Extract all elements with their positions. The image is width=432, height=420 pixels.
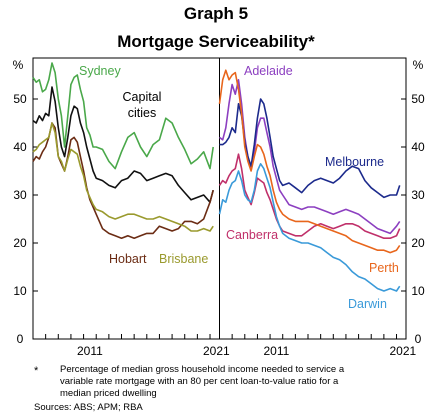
y-tick-label-left: 40 <box>13 140 27 154</box>
series-line-darwin <box>218 163 401 292</box>
footnote-mark: * <box>34 365 39 377</box>
series-line-capital-cities <box>32 86 214 203</box>
y-tick-label-right: 0 <box>415 332 422 346</box>
y-unit-left: % <box>13 58 24 72</box>
y-tick-label-right: 40 <box>411 140 425 154</box>
y-tick-label-right: 30 <box>411 188 425 202</box>
series-line-melbourne <box>219 98 401 199</box>
series-line-perth <box>218 69 401 254</box>
y-tick-label-left: 50 <box>13 92 27 106</box>
y-tick-label-left: 30 <box>13 188 27 202</box>
y-tick-label-left: 0 <box>17 332 24 346</box>
y-tick-label-right: 50 <box>411 92 425 106</box>
series-label-capital-cities: Capital <box>123 90 162 104</box>
y-unit-right: % <box>413 58 424 72</box>
series-label-hobart: Hobart <box>109 252 147 266</box>
series-line-adelaide <box>219 79 401 235</box>
series-label-melbourne: Melbourne <box>325 155 384 169</box>
footnote-text: Percentage of median gross household inc… <box>60 364 345 399</box>
graph-label: Graph 5 <box>183 4 249 23</box>
x-tick-label: 2011 <box>77 344 103 358</box>
series-label-capital-cities: cities <box>128 106 156 120</box>
y-tick-label-left: 10 <box>13 284 27 298</box>
series-label-adelaide: Adelaide <box>244 64 293 78</box>
series-line-brisbane <box>32 122 214 232</box>
y-tick-label-right: 10 <box>411 284 425 298</box>
series-label-sydney: Sydney <box>79 64 121 78</box>
series-label-brisbane: Brisbane <box>159 252 208 266</box>
series-label-perth: Perth <box>369 261 399 275</box>
y-tick-label-left: 20 <box>13 236 27 250</box>
x-tick-label: 2011 <box>263 344 289 358</box>
series-label-canberra: Canberra <box>226 228 278 242</box>
x-tick-label: 2021 <box>203 344 230 358</box>
graph-title: Mortgage Serviceability* <box>117 32 315 51</box>
y-tick-label-right: 20 <box>411 236 425 250</box>
x-tick-label: 2021 <box>389 344 416 358</box>
sources-note: Sources: ABS; APM; RBA <box>34 402 143 413</box>
series-line-sydney <box>32 62 214 170</box>
series-label-darwin: Darwin <box>348 297 387 311</box>
